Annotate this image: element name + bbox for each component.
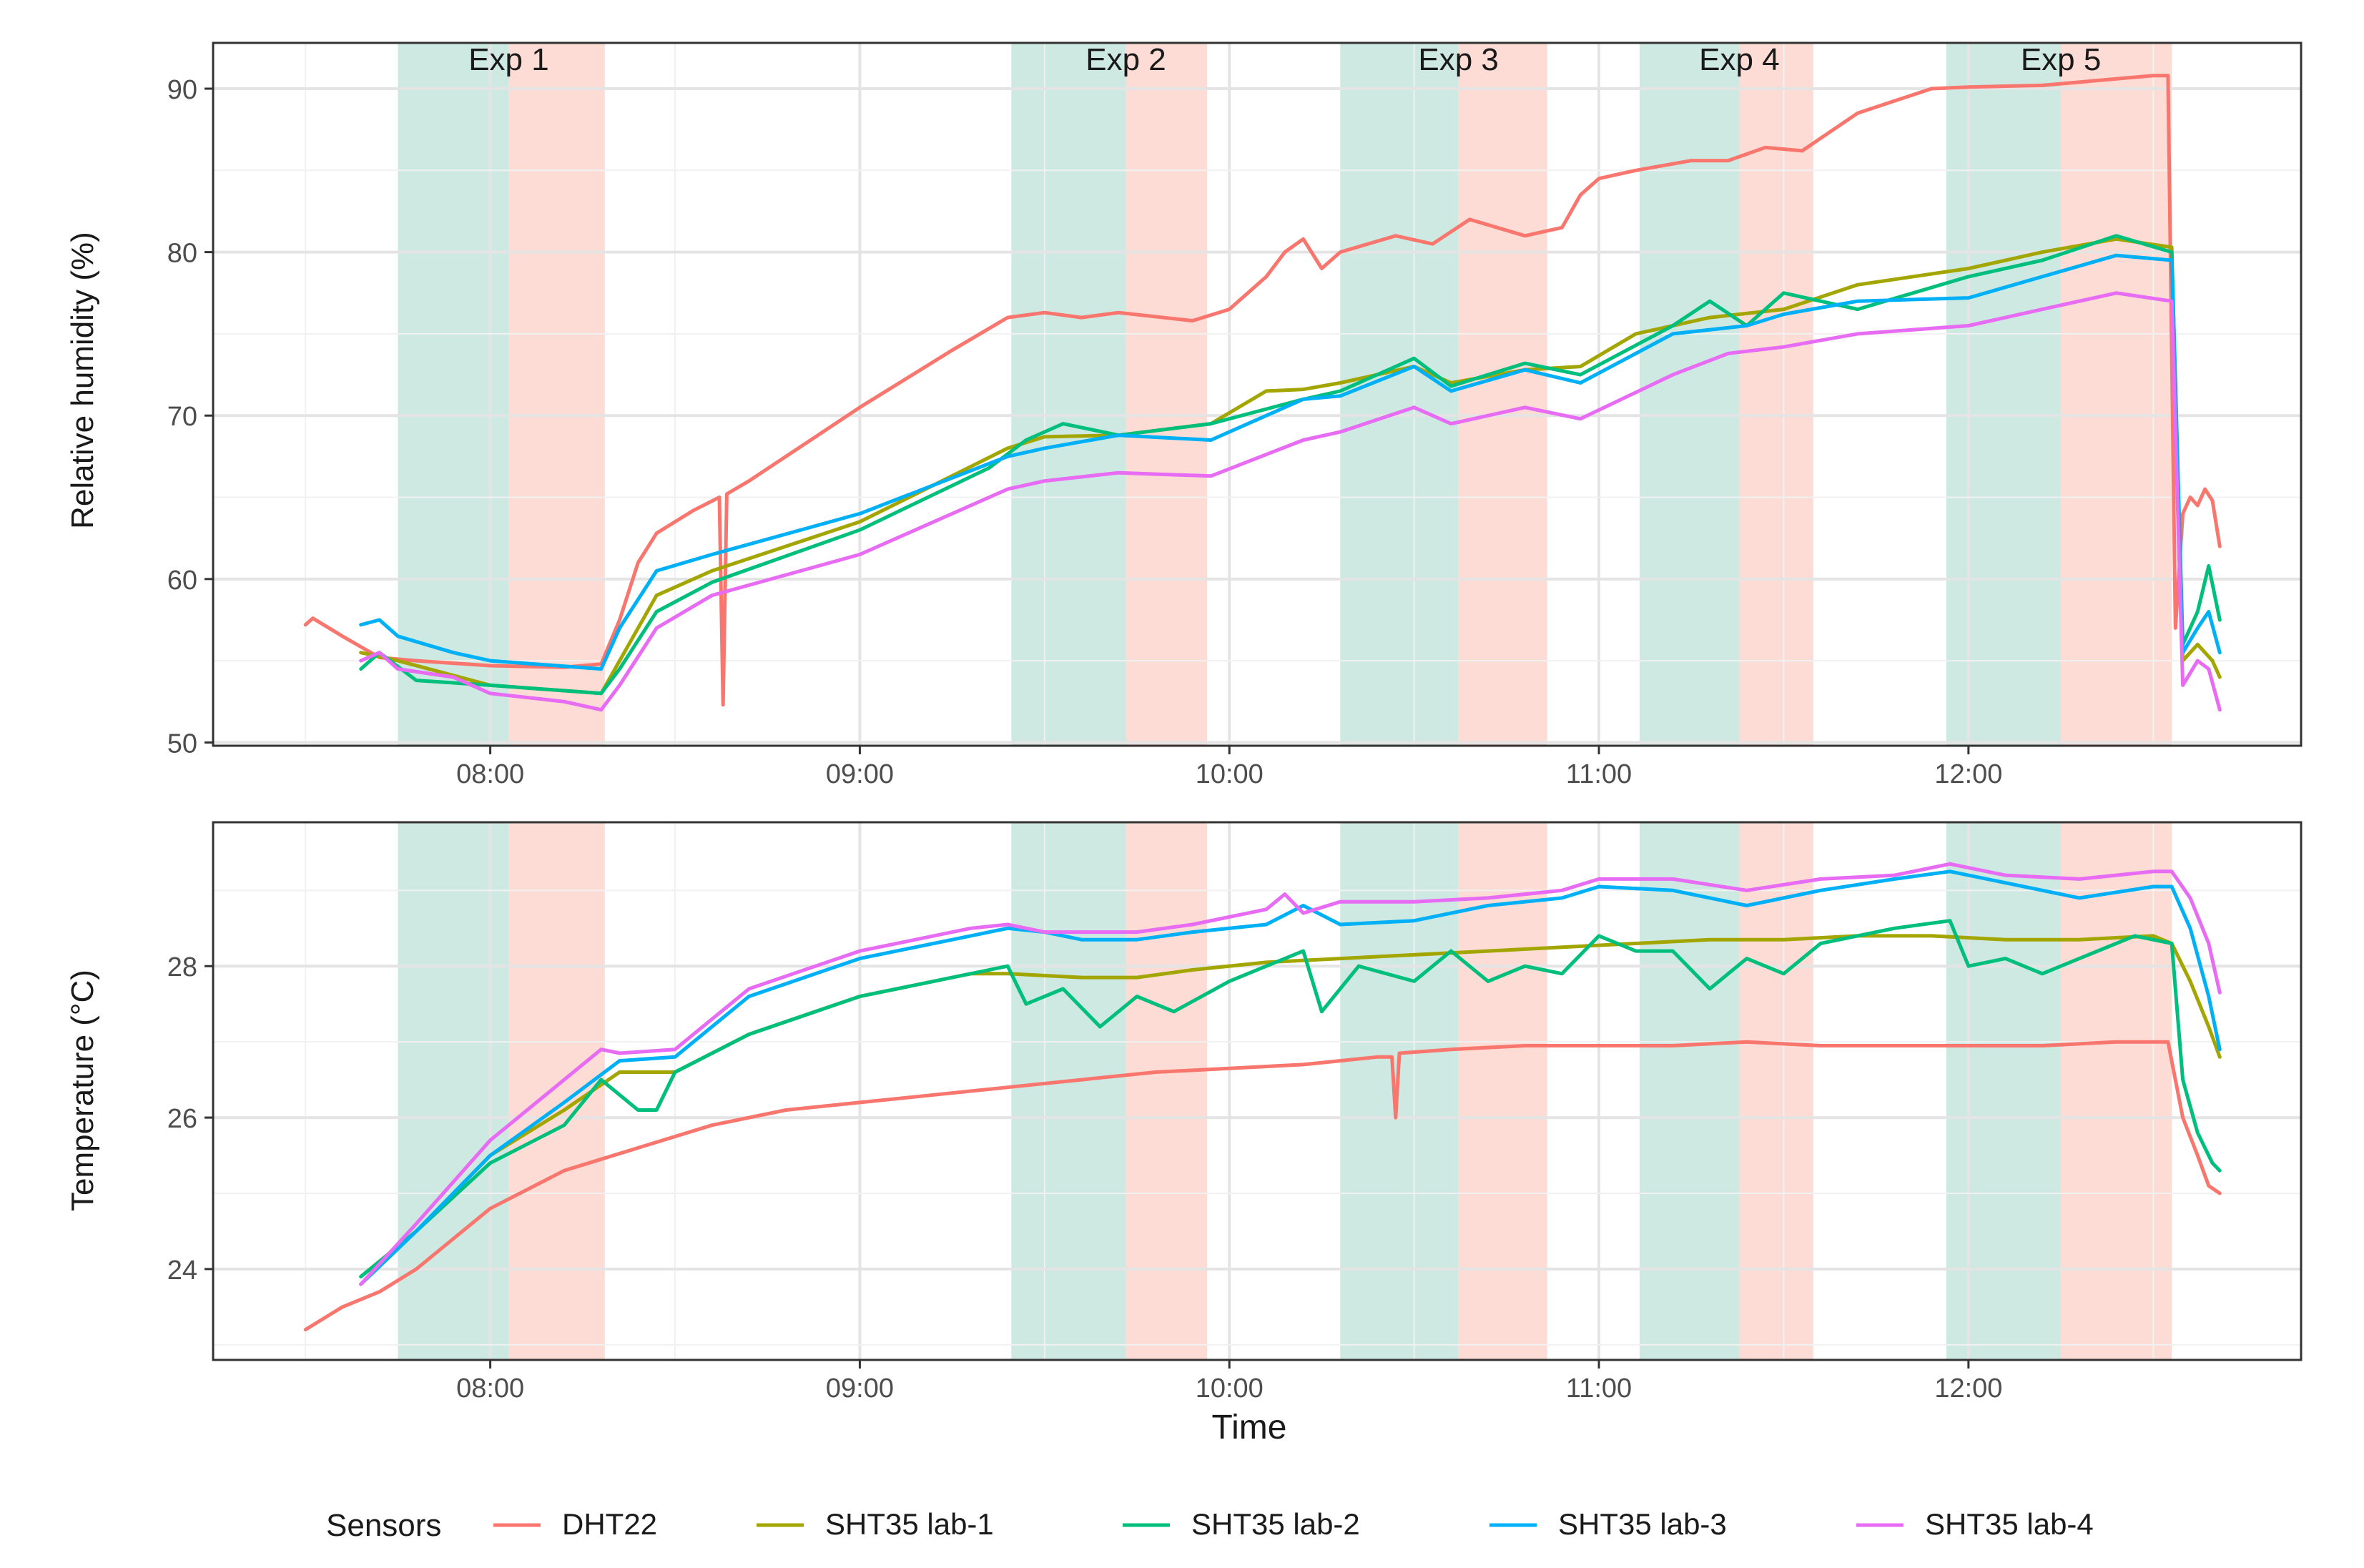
humidity-exp-3-band-red: [1458, 43, 1547, 746]
temperature-exp-5-band-red: [2061, 822, 2172, 1360]
humidity-series-sht35-lab-2: [359, 234, 2222, 696]
temperature-x-tick-label: 10:00: [1196, 1374, 1264, 1404]
temperature-x-tick-label: 12:00: [1934, 1374, 2002, 1404]
temperature-series-sht35-lab-1: [359, 934, 2222, 1278]
temperature-y-tick-label: 24: [167, 1256, 197, 1286]
humidity-exp-3-band-green: [1340, 43, 1459, 746]
legend-label-sht35-lab-2: SHT35 lab-2: [1191, 1507, 1360, 1541]
temperature-y-tick-label: 26: [167, 1104, 197, 1134]
experiment-label-5: Exp 5: [2021, 42, 2102, 77]
temperature-series-sht35-lab-4: [359, 862, 2222, 1286]
temperature-series-dht22: [303, 1040, 2222, 1332]
humidity-exp-2-band-red: [1126, 43, 1208, 746]
humidity-y-tick-label: 50: [167, 729, 197, 759]
humidity-series-lines: [303, 74, 2222, 712]
experiment-labels: Exp 1 Exp 2 Exp 3 Exp 4 Exp 5: [468, 42, 2101, 77]
temperature-y-tick-label: 28: [167, 952, 197, 982]
x-axis-title: Time: [1212, 1409, 1287, 1446]
legend-label-dht22: DHT22: [562, 1507, 657, 1541]
temperature-y-axis: 24 26 28: [167, 952, 213, 1286]
temperature-series-sht35-lab-3: [359, 869, 2222, 1286]
humidity-y-tick-label: 90: [167, 75, 197, 105]
humidity-grid: [213, 43, 2301, 746]
temperature-x-tick-label: 11:00: [1566, 1374, 1632, 1404]
humidity-panel: 50 60 70 80 90 08:00 09:00 10:00 11:00 12:00 Exp…: [167, 41, 2303, 789]
humidity-series-sht35-lab-3: [359, 253, 2222, 671]
humidity-series-dht22: [303, 74, 2222, 707]
temperature-x-tick-label: 09:00: [826, 1374, 894, 1404]
humidity-exp-4-band-green: [1639, 43, 1740, 746]
humidity-y-axis-title: Relative humidity (%): [65, 232, 100, 529]
experiment-label-3: Exp 3: [1418, 42, 1499, 77]
legend-title: Sensors: [326, 1508, 441, 1543]
temperature-panel-border: [212, 821, 2303, 1361]
humidity-y-axis: 50 60 70 80 90: [167, 75, 213, 759]
temperature-exp-5-band-green: [1946, 822, 2062, 1360]
humidity-exp-4-band-red: [1739, 43, 1813, 746]
temperature-x-tick-label: 08:00: [456, 1374, 524, 1404]
temperature-panel: 24 26 28 08:00 09:00 10:00 11:00 12:00: [167, 821, 2303, 1404]
humidity-panel-border: [212, 41, 2303, 747]
humidity-exp-2-band-green: [1011, 43, 1126, 746]
experiment-label-4: Exp 4: [1699, 42, 1780, 77]
temperature-exp-2-band-green: [1011, 822, 1126, 1360]
legend-items: DHT22 SHT35 lab-1 SHT35 lab-2 SHT35 lab-3 SH…: [493, 1507, 2094, 1541]
legend-label-sht35-lab-4: SHT35 lab-4: [1925, 1507, 2094, 1541]
humidity-exp-5-band-green: [1946, 43, 2062, 746]
experiment-label-2: Exp 2: [1085, 42, 1166, 77]
humidity-x-tick-label: 12:00: [1934, 759, 2002, 789]
humidity-y-tick-label: 70: [167, 402, 197, 432]
temperature-exp-1-band-green: [398, 822, 509, 1360]
humidity-x-tick-label: 08:00: [456, 759, 524, 789]
legend-label-sht35-lab-3: SHT35 lab-3: [1558, 1507, 1727, 1541]
temperature-series-lines: [303, 862, 2222, 1332]
humidity-x-tick-label: 11:00: [1566, 759, 1632, 789]
humidity-y-tick-label: 60: [167, 566, 197, 596]
humidity-x-axis: 08:00 09:00 10:00 11:00 12:00: [456, 746, 2002, 789]
humidity-series-sht35-lab-4: [359, 291, 2222, 712]
temperature-exp-2-band-red: [1126, 822, 1208, 1360]
temperature-exp-4-band-green: [1639, 822, 1740, 1360]
temperature-grid: [213, 822, 2301, 1360]
temperature-series-sht35-lab-2: [359, 919, 2222, 1278]
humidity-exp-5-band-red: [2061, 43, 2172, 746]
humidity-exp-1-band-red: [508, 43, 605, 746]
legend-label-sht35-lab-1: SHT35 lab-1: [825, 1507, 994, 1541]
temperature-x-axis: 08:00 09:00 10:00 11:00 12:00: [456, 1360, 2002, 1404]
humidity-y-tick-label: 80: [167, 239, 197, 269]
humidity-x-tick-label: 10:00: [1196, 759, 1264, 789]
humidity-x-tick-label: 09:00: [826, 759, 894, 789]
experiment-label-1: Exp 1: [468, 42, 549, 77]
temperature-y-axis-title: Temperature (°C): [65, 970, 100, 1211]
legend: Sensors DHT22 SHT35 lab-1 SHT35 lab-2 SHT35…: [326, 1507, 2094, 1543]
temperature-exp-4-band-red: [1739, 822, 1813, 1360]
